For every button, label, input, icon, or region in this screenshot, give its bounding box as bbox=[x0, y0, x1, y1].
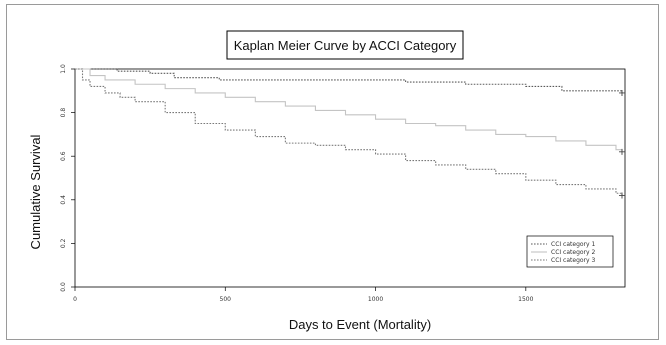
series-line-2 bbox=[75, 68, 623, 152]
x-tick-label: 1000 bbox=[368, 296, 383, 303]
chart-frame bbox=[6, 4, 659, 340]
censor-mark-3 bbox=[618, 192, 625, 199]
series-layer bbox=[75, 68, 625, 199]
y-tick-label: 0.8 bbox=[60, 108, 67, 118]
y-axis: 0.0 0.2 0.4 0.6 0.8 1.0 bbox=[60, 64, 75, 292]
legend-label-2: CCI category 2 bbox=[551, 249, 595, 256]
x-tick-label: 0 bbox=[73, 296, 77, 303]
censor-mark-2 bbox=[618, 148, 625, 155]
series-line-3 bbox=[75, 68, 623, 196]
chart-title-box: Kaplan Meier Curve by ACCI Category bbox=[226, 30, 464, 60]
y-tick-label: 0.0 bbox=[60, 282, 67, 292]
x-tick-label: 1500 bbox=[518, 296, 533, 303]
series-line-1 bbox=[75, 68, 623, 93]
y-axis-label: Cumulative Survival bbox=[28, 134, 43, 249]
x-axis-label: Days to Event (Mortality) bbox=[289, 317, 431, 332]
y-tick-label: 0.6 bbox=[60, 151, 67, 161]
y-tick-label: 1.0 bbox=[60, 64, 67, 74]
legend-label-3: CCI category 3 bbox=[551, 257, 595, 264]
x-axis: 0 500 1000 1500 bbox=[73, 287, 534, 303]
y-tick-label: 0.2 bbox=[60, 238, 67, 248]
x-tick-label: 500 bbox=[220, 296, 232, 303]
chart-title: Kaplan Meier Curve by ACCI Category bbox=[234, 38, 457, 53]
plot-area bbox=[74, 68, 626, 288]
y-tick-label: 0.4 bbox=[60, 195, 67, 205]
censor-mark-1 bbox=[618, 89, 625, 96]
legend-label-1: CCI category 1 bbox=[551, 241, 595, 248]
